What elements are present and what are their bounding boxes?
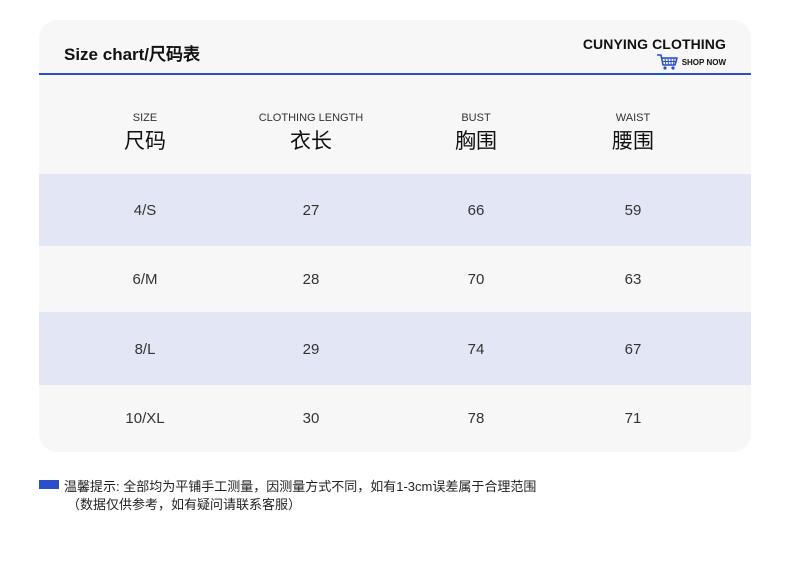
shopping-cart-icon: [656, 54, 678, 70]
table-cell-waist: 63: [624, 271, 642, 288]
table-cell-bust: 74: [467, 341, 485, 358]
table-row: 10/XL 30 78 71: [39, 385, 751, 452]
shop-now-label: SHOP NOW: [681, 57, 726, 67]
table-cell-size: 6/M: [132, 271, 158, 288]
card-header: Size chart/尺码表 CUNYING CLOTHING SHOP NOW: [39, 20, 751, 75]
table-cell-bust: 70: [467, 271, 485, 288]
table-cell-length: 27: [302, 202, 320, 219]
column-header-en: CLOTHING LENGTH: [258, 112, 364, 124]
table-row: 8/L 29 74 67: [39, 312, 751, 385]
table-cell-waist: 67: [624, 341, 642, 358]
column-header-waist: WAIST 腰围: [553, 112, 713, 155]
table-cell-size: 8/L: [134, 341, 156, 358]
table-cell-bust: 66: [467, 202, 485, 219]
column-header-cn: 胸围: [455, 130, 497, 153]
column-header-length: CLOTHING LENGTH 衣长: [231, 112, 391, 155]
table-row: 4/S 27 66 59: [39, 174, 751, 246]
column-header-en: SIZE: [132, 112, 158, 124]
page-title: Size chart/尺码表: [64, 45, 201, 64]
table-cell-waist: 59: [624, 202, 642, 219]
brand-block: CUNYING CLOTHING SHOP NOW: [583, 36, 726, 70]
table-cell-size: 4/S: [133, 202, 157, 219]
column-header-en: WAIST: [615, 112, 651, 124]
column-header-cn: 腰围: [612, 130, 654, 153]
table-cell-length: 30: [302, 410, 320, 427]
table-cell-length: 29: [302, 341, 320, 358]
note-line-2: （数据仅供参考，如有疑问请联系客服）: [67, 497, 302, 512]
column-header-size: SIZE 尺码: [65, 112, 225, 155]
table-row: 6/M 28 70 63: [39, 246, 751, 312]
brand-name: CUNYING CLOTHING: [582, 36, 726, 52]
table-cell-waist: 71: [624, 410, 642, 427]
table-cell-length: 28: [302, 271, 320, 288]
table-cell-bust: 78: [467, 410, 485, 427]
header-divider: [39, 73, 751, 75]
note-line-1: 温馨提示: 全部均为平铺手工测量，因测量方式不同，如有1-3cm误差属于合理范围: [64, 479, 537, 494]
table-cell-size: 10/XL: [125, 410, 165, 427]
column-header-en: BUST: [461, 112, 491, 124]
column-header-bust: BUST 胸围: [396, 112, 556, 155]
note-marker: [39, 480, 59, 489]
shop-now-link[interactable]: SHOP NOW: [583, 54, 726, 70]
column-header-cn: 尺码: [124, 130, 166, 153]
size-chart-card: Size chart/尺码表 CUNYING CLOTHING SHOP NOW: [39, 20, 751, 452]
column-header-cn: 衣长: [290, 130, 332, 153]
